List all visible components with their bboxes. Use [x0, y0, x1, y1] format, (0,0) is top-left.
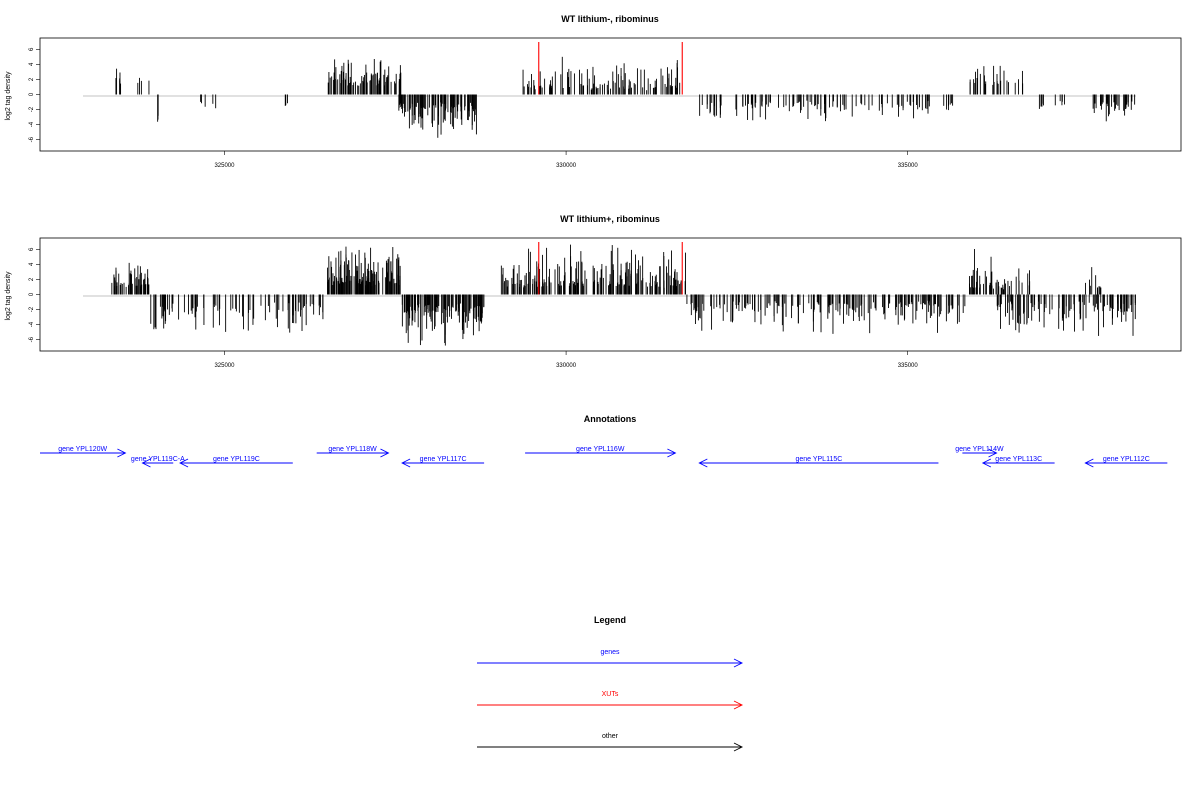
gene-arrowhead — [117, 448, 127, 458]
gene-label: gene YPL115C — [795, 456, 842, 463]
gene-label: gene YPL120W — [58, 446, 107, 453]
y-tick-label: -2 — [29, 306, 35, 312]
gene-label: gene YPL119C — [213, 456, 260, 463]
y-tick-label: -6 — [29, 336, 35, 342]
legend-title: Legend — [594, 615, 626, 625]
gene-label: gene YPL113C — [995, 456, 1042, 463]
legend-label: other — [602, 733, 619, 740]
y-tick-label: 4 — [29, 262, 35, 266]
legend-panel: Legend genes XUTs other — [477, 615, 744, 752]
gene-annotation: gene YPL116W — [525, 446, 677, 458]
legend-label: XUTs — [602, 691, 619, 698]
y-tick-label: 6 — [29, 47, 35, 51]
y-tick-label: 0 — [29, 292, 35, 296]
track-panel-lithium-minus: WT lithium-, ribominus log2 tag density … — [5, 14, 1182, 169]
gene-annotation: gene YPL118W — [316, 446, 390, 458]
legend-items: genes XUTs other — [477, 649, 744, 752]
track-title: WT lithium+, ribominus — [560, 214, 660, 224]
gene-label: gene YPL118W — [328, 446, 377, 453]
gene-arrows: gene YPL120W gene YPL119C-A gene YPL119C ge… — [40, 446, 1168, 468]
x-tick-label: 325000 — [214, 363, 235, 369]
gene-arrowhead — [988, 448, 998, 458]
x-tick-label: 335000 — [898, 163, 919, 169]
track-title: WT lithium-, ribominus — [561, 14, 659, 24]
gene-annotation: gene YPL112C — [1084, 456, 1168, 468]
legend-arrowhead — [733, 742, 744, 752]
y-axis: 6 4 2 0 -2 -4 -6 — [29, 247, 40, 342]
gene-label: gene YPL112C — [1103, 456, 1150, 463]
legend-item: XUTs — [477, 691, 744, 710]
legend-item: other — [477, 733, 744, 752]
gene-arrowhead — [667, 448, 677, 458]
legend-item: genes — [477, 649, 744, 668]
gene-arrowhead — [380, 448, 390, 458]
gene-arrowhead — [141, 458, 151, 468]
gene-annotation: gene YPL114W — [955, 446, 1004, 458]
gene-label: gene YPL116W — [576, 446, 625, 453]
y-tick-label: 2 — [29, 77, 35, 81]
gene-arrowhead — [1084, 458, 1094, 468]
legend-arrowhead — [733, 658, 744, 668]
gene-label: gene YPL114W — [955, 446, 1004, 453]
y-axis-label: log2 tag density — [5, 271, 12, 321]
gene-annotation: gene YPL113C — [981, 456, 1055, 468]
xut-markers — [538, 242, 683, 295]
y-tick-label: -4 — [29, 321, 35, 327]
y-tick-label: 6 — [29, 247, 35, 251]
gene-arrowhead — [698, 458, 708, 468]
gene-label: gene YPL119C-A — [131, 456, 185, 463]
y-tick-label: -2 — [29, 106, 35, 112]
x-axis: 325000 330000 335000 — [214, 151, 918, 169]
gene-arrowhead — [401, 458, 411, 468]
density-bars — [111, 244, 1136, 346]
legend-label: genes — [600, 649, 620, 656]
gene-arrowhead — [981, 458, 992, 468]
legend-arrowhead — [733, 700, 744, 710]
y-tick-label: 4 — [29, 62, 35, 66]
x-axis: 325000 330000 335000 — [214, 351, 918, 369]
x-tick-label: 330000 — [556, 163, 577, 169]
gene-arrowhead — [179, 458, 189, 468]
density-bars — [115, 56, 1136, 138]
gene-annotation: gene YPL115C — [698, 456, 939, 468]
x-tick-label: 335000 — [898, 363, 919, 369]
gene-annotation: gene YPL119C-A — [131, 456, 185, 468]
annotations-title: Annotations — [584, 414, 637, 424]
gene-label: gene YPL117C — [420, 456, 467, 463]
x-tick-label: 330000 — [556, 363, 577, 369]
track-panel-lithium-plus: WT lithium+, ribominus log2 tag density … — [5, 214, 1182, 369]
y-tick-label: -4 — [29, 121, 35, 127]
y-axis: 6 4 2 0 -2 -4 -6 — [29, 47, 40, 142]
gene-annotation: gene YPL119C — [179, 456, 293, 468]
x-tick-label: 325000 — [214, 163, 235, 169]
y-tick-label: 0 — [29, 92, 35, 96]
gene-annotation: gene YPL120W — [40, 446, 127, 458]
y-axis-label: log2 tag density — [5, 71, 12, 121]
gene-annotation: gene YPL117C — [401, 456, 485, 468]
xut-markers — [538, 42, 683, 95]
y-tick-label: -6 — [29, 136, 35, 142]
y-tick-label: 2 — [29, 277, 35, 281]
